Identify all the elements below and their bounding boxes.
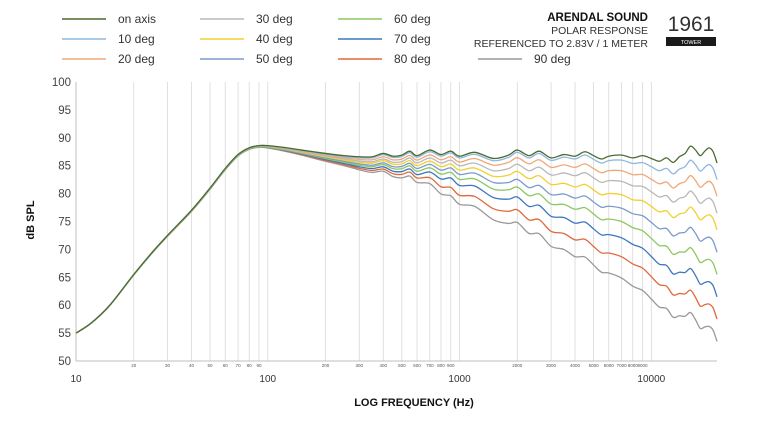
x-axis-ticks: 10 100 1000 10000 20 30 40 50 60 70 80 90 200 300 400 5… — [70, 363, 665, 385]
grid — [75, 82, 717, 362]
x-tick-label: 1000 — [448, 374, 471, 385]
curve-10-deg — [75, 144, 718, 334]
x-minor-tick-label: 4000 — [570, 363, 581, 368]
x-minor-tick-label: 600 — [413, 363, 421, 368]
x-minor-tick-label: 8000 — [628, 363, 639, 368]
y-tick-label: 70 — [58, 244, 71, 256]
x-axis-title: LOG FREQUENCY (Hz) — [354, 397, 474, 409]
brand-title: ARENDAL SOUND — [547, 12, 648, 24]
x-minor-tick-label: 800 — [437, 363, 445, 368]
y-axis-title: dB SPL — [25, 200, 37, 239]
curve-80-deg — [75, 145, 718, 334]
legend-label: 10 deg — [118, 32, 155, 46]
y-tick-label: 80 — [58, 189, 71, 201]
y-tick-label: 50 — [58, 356, 71, 368]
brand-subtitle-1: POLAR RESPONSE — [551, 25, 648, 37]
x-tick-label: 100 — [259, 374, 276, 385]
legend-label: 60 deg — [394, 12, 431, 26]
legend-label: 30 deg — [256, 12, 293, 26]
y-tick-label: 90 — [58, 133, 71, 145]
x-minor-tick-label: 700 — [426, 363, 434, 368]
legend-label: 80 deg — [394, 52, 431, 66]
y-tick-label: 100 — [52, 77, 71, 89]
legend-label: on axis — [118, 12, 156, 26]
legend-label: 70 deg — [394, 32, 431, 46]
x-minor-tick-label: 40 — [189, 363, 195, 368]
legend-label: 50 deg — [256, 52, 293, 66]
y-tick-label: 95 — [58, 105, 71, 117]
x-minor-tick-label: 80 — [247, 363, 253, 368]
x-minor-tick-label: 500 — [398, 363, 406, 368]
brand-block: ARENDAL SOUND POLAR RESPONSE REFERENCED … — [474, 12, 716, 50]
x-minor-tick-label: 2000 — [512, 363, 523, 368]
curve-on-axis — [75, 144, 718, 334]
x-minor-tick-label: 900 — [447, 363, 455, 368]
y-tick-label: 55 — [58, 328, 71, 340]
y-tick-label: 65 — [58, 272, 71, 284]
x-minor-tick-label: 9000 — [638, 363, 649, 368]
y-tick-label: 85 — [58, 161, 71, 173]
model-badge — [666, 37, 716, 46]
x-tick-label: 10000 — [637, 374, 665, 385]
x-minor-tick-label: 200 — [322, 363, 330, 368]
x-tick-label: 10 — [70, 374, 82, 385]
x-minor-tick-label: 400 — [379, 363, 387, 368]
y-tick-label: 60 — [58, 300, 71, 312]
x-minor-tick-label: 50 — [208, 363, 214, 368]
model-number: 1961 — [668, 13, 715, 36]
x-minor-tick-label: 70 — [236, 363, 242, 368]
brand-subtitle-2: REFERENCED TO 2.83V / 1 METER — [474, 38, 648, 50]
curve-90-deg — [75, 146, 718, 342]
y-tick-label: 75 — [58, 217, 71, 229]
x-minor-tick-label: 30 — [165, 363, 171, 368]
x-minor-tick-label: 5000 — [589, 363, 600, 368]
legend-label: 20 deg — [118, 52, 155, 66]
legend-label: 40 deg — [256, 32, 293, 46]
x-minor-tick-label: 6000 — [604, 363, 615, 368]
legend-label: 90 deg — [534, 52, 571, 66]
model-variant: TOWER — [681, 40, 701, 46]
legend: on axis 10 deg 20 deg 30 deg 40 deg 50 deg 60 … — [62, 12, 571, 66]
x-minor-tick-label: 300 — [356, 363, 364, 368]
curve-20-deg — [75, 144, 718, 334]
x-minor-tick-label: 60 — [223, 363, 229, 368]
x-minor-tick-label: 90 — [256, 363, 262, 368]
x-minor-tick-label: 3000 — [546, 363, 557, 368]
response-curves — [75, 144, 718, 342]
x-minor-tick-label: 7000 — [617, 363, 628, 368]
x-minor-tick-label: 20 — [131, 363, 137, 368]
y-axis-ticks: 50 55 60 65 70 75 80 85 90 95 100 — [52, 77, 71, 368]
